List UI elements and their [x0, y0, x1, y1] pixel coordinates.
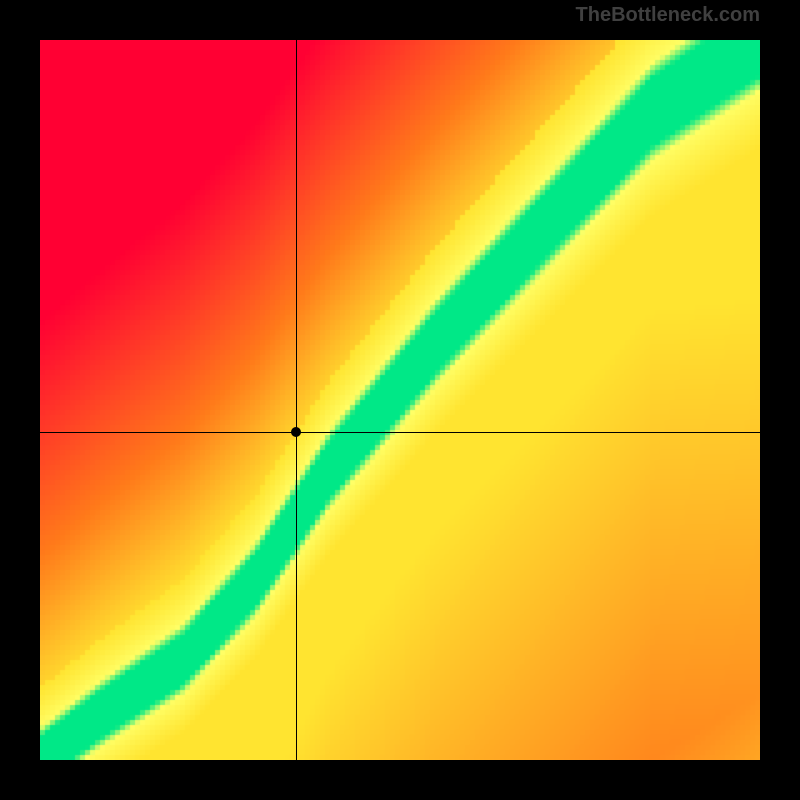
heatmap-canvas	[40, 40, 760, 760]
watermark: TheBottleneck.com	[576, 4, 760, 27]
crosshair-marker	[291, 427, 301, 437]
crosshair-vertical	[296, 40, 297, 760]
crosshair-horizontal	[40, 432, 760, 433]
heatmap-chart	[40, 40, 760, 760]
